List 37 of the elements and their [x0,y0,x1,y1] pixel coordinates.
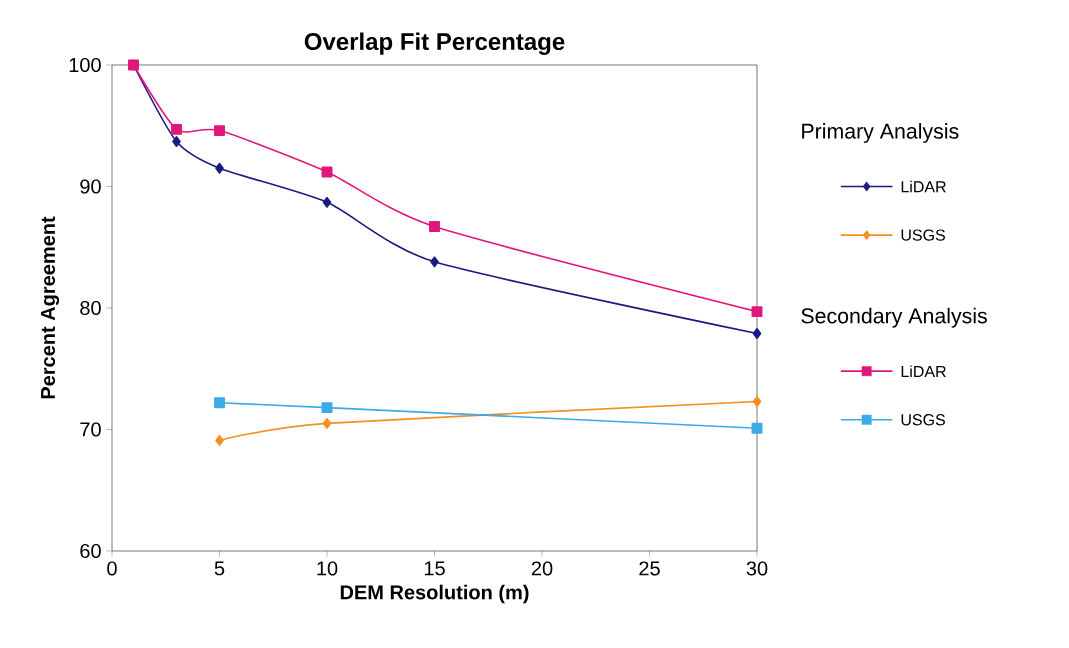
point [215,162,224,174]
point [751,422,763,434]
y-tick-label: 80 [80,300,101,316]
x-tick-label: 5 [214,561,225,576]
point [429,221,440,233]
x-axis-title: DEM Resolution (m) [340,584,529,604]
point [430,256,439,268]
x-tick-label: 0 [107,561,117,576]
legend-label: USGS [901,229,945,241]
chart-title: Overlap Fit Percentage [304,32,565,55]
point [172,136,181,148]
point [215,434,224,446]
x-tick-label: 25 [639,561,660,576]
x-tick-label: 20 [531,561,553,576]
x-tick-label: 30 [746,561,768,576]
point [214,125,225,137]
legend-label: LiDAR [901,365,946,377]
text: Secondary Analysis [801,307,987,328]
point [171,123,182,135]
point [321,166,333,178]
point [752,396,762,408]
y-tick-label: 60 [80,543,101,559]
point [752,328,762,339]
point [751,306,763,318]
text: Primary Analysis [802,123,959,143]
point [322,196,332,208]
legend-label: USGS [901,414,945,426]
x-tick-label: 15 [424,561,445,576]
x-tick-label: 10 [317,561,338,576]
point [214,397,225,409]
point [322,417,332,429]
legend-label: LiDAR [901,180,946,193]
point [321,402,333,414]
y-tick-label: 90 [80,179,101,194]
y-tick-label: 70 [80,422,101,437]
y-axis-title: Percent Agreement [41,216,60,399]
y-tick-label: 100 [69,57,101,73]
